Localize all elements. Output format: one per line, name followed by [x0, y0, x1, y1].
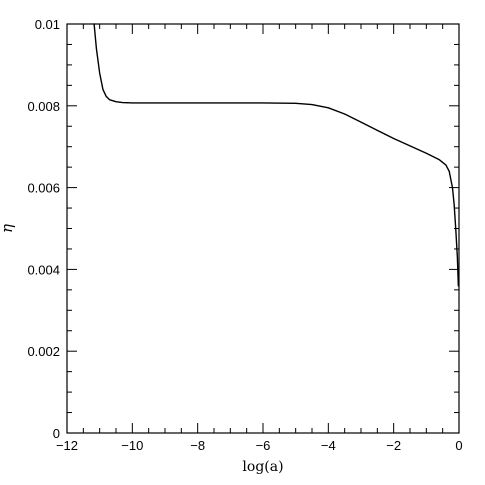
x-tick-label: −4: [321, 438, 336, 453]
x-tick-label: −8: [190, 438, 205, 453]
y-tick-label: 0.006: [27, 181, 60, 196]
y-tick-label: 0.004: [27, 262, 60, 277]
x-axis-label: log(a): [242, 459, 283, 475]
x-tick-label: −6: [256, 438, 271, 453]
y-tick-label: 0.008: [27, 99, 60, 114]
series-line: [93, 23, 460, 287]
plot-frame: [66, 23, 460, 434]
y-axis-label: η: [0, 224, 16, 233]
series-layer: [93, 23, 460, 287]
x-tick-label: −10: [121, 438, 143, 453]
tick-labels: −12 −10 −8 −6 −4 −2 0 0 0.002 0.004 0.006 0.008 0.01: [27, 17, 462, 453]
tick-marks: [66, 23, 460, 434]
y-tick-label: 0.01: [35, 17, 60, 32]
x-tick-label: −12: [56, 438, 78, 453]
x-tick-label: −2: [386, 438, 401, 453]
y-tick-label: 0: [53, 426, 60, 441]
y-tick-label: 0.002: [27, 344, 60, 359]
x-tick-label: 0: [455, 438, 462, 453]
